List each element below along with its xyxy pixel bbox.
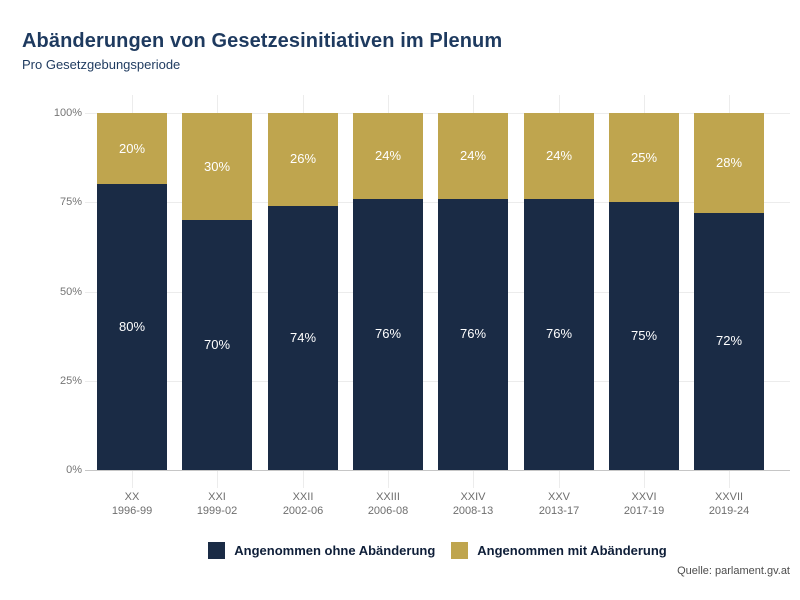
bar-segment-mit-abaenderung (97, 113, 167, 184)
bar-segment-mit-abaenderung (694, 113, 764, 213)
x-axis-category-label: XXIII 2006-08 (345, 490, 431, 518)
category-years: 2006-08 (367, 505, 409, 517)
bar-segment-ohne-abaenderung (353, 199, 423, 470)
y-axis-tick-label: 75% (59, 196, 82, 208)
category-years: 2019-24 (708, 505, 750, 517)
x-axis-category-label: XXVI 2017-19 (601, 490, 687, 518)
horizontal-gridline (85, 113, 790, 114)
bar-value-label: 28% (715, 155, 743, 170)
bar-segment-mit-abaenderung (182, 113, 252, 220)
bar-value-label: 72% (715, 333, 743, 348)
bar-segment-mit-abaenderung (609, 113, 679, 202)
category-roman-numeral: XXV (547, 491, 570, 503)
bar-segment-mit-abaenderung (438, 113, 508, 199)
legend-label: Angenommen mit Abänderung (477, 543, 667, 558)
bar-value-label: 76% (545, 326, 573, 341)
bar-segment-ohne-abaenderung (182, 220, 252, 470)
horizontal-gridline (85, 202, 790, 203)
x-axis-category-label: XXII 2002-06 (260, 490, 346, 518)
bar-segment-ohne-abaenderung (694, 213, 764, 470)
bar-value-label: 24% (459, 148, 487, 163)
bar-value-label: 20% (118, 141, 146, 156)
bar-segment-ohne-abaenderung (97, 184, 167, 470)
x-axis-category-label: XX 1996-99 (89, 490, 175, 518)
category-years: 1996-99 (111, 505, 153, 517)
category-years: 2002-06 (282, 505, 324, 517)
legend-item: Angenommen ohne Abänderung (208, 542, 435, 559)
chart-legend: Angenommen ohne Abänderung Angenommen mit… (85, 542, 790, 559)
x-axis-category-label: XXV 2013-17 (516, 490, 602, 518)
category-years: 2013-17 (538, 505, 580, 517)
bar-value-label: 80% (118, 319, 146, 334)
source-note: Quelle: parlament.gv.at (677, 565, 790, 577)
bar-value-label: 70% (203, 337, 231, 352)
x-axis-category-label: XXI 1999-02 (174, 490, 260, 518)
category-roman-numeral: XXI (208, 491, 226, 503)
bar-value-label: 76% (459, 326, 487, 341)
bar-value-label: 74% (289, 330, 317, 345)
bar-segment-ohne-abaenderung (438, 199, 508, 470)
bar-segment-ohne-abaenderung (609, 202, 679, 470)
legend-swatch (451, 542, 469, 559)
chart-title: Abänderungen von Gesetzesinitiativen im … (22, 30, 503, 52)
legend-item: Angenommen mit Abänderung (451, 542, 667, 559)
bar-segment-mit-abaenderung (524, 113, 594, 199)
bar-segment-ohne-abaenderung (524, 199, 594, 470)
bar-segment-mit-abaenderung (353, 113, 423, 199)
x-axis-category-label: XXIV 2008-13 (430, 490, 516, 518)
bar-value-label: 75% (630, 328, 658, 343)
y-axis-tick-label: 100% (53, 107, 82, 119)
bar-value-label: 25% (630, 150, 658, 165)
horizontal-gridline (85, 292, 790, 293)
category-years: 1999-02 (196, 505, 238, 517)
category-roman-numeral: XXII (292, 491, 314, 503)
category-years: 2008-13 (452, 505, 494, 517)
bar-value-label: 26% (289, 151, 317, 166)
x-axis-category-label: XXVII 2019-24 (686, 490, 772, 518)
category-years: 2017-19 (623, 505, 665, 517)
bar-value-label: 76% (374, 326, 402, 341)
bar-value-label: 24% (374, 148, 402, 163)
category-roman-numeral: XXVII (714, 491, 744, 503)
category-roman-numeral: XXIV (460, 491, 486, 503)
y-axis-tick-label: 25% (59, 375, 82, 387)
bar-segment-ohne-abaenderung (268, 206, 338, 470)
bar-value-label: 30% (203, 159, 231, 174)
x-axis-line (85, 470, 790, 471)
category-roman-numeral: XXIII (376, 491, 400, 503)
category-roman-numeral: XX (124, 491, 140, 503)
y-axis-tick-label: 50% (59, 286, 82, 298)
legend-swatch (208, 542, 226, 559)
legend-label: Angenommen ohne Abänderung (234, 543, 436, 558)
category-roman-numeral: XXVI (631, 491, 657, 503)
bar-segment-mit-abaenderung (268, 113, 338, 206)
horizontal-gridline (85, 381, 790, 382)
bar-value-label: 24% (545, 148, 573, 163)
y-axis-tick-label: 0% (66, 464, 82, 476)
chart-subtitle: Pro Gesetzgebungsperiode (22, 57, 181, 72)
